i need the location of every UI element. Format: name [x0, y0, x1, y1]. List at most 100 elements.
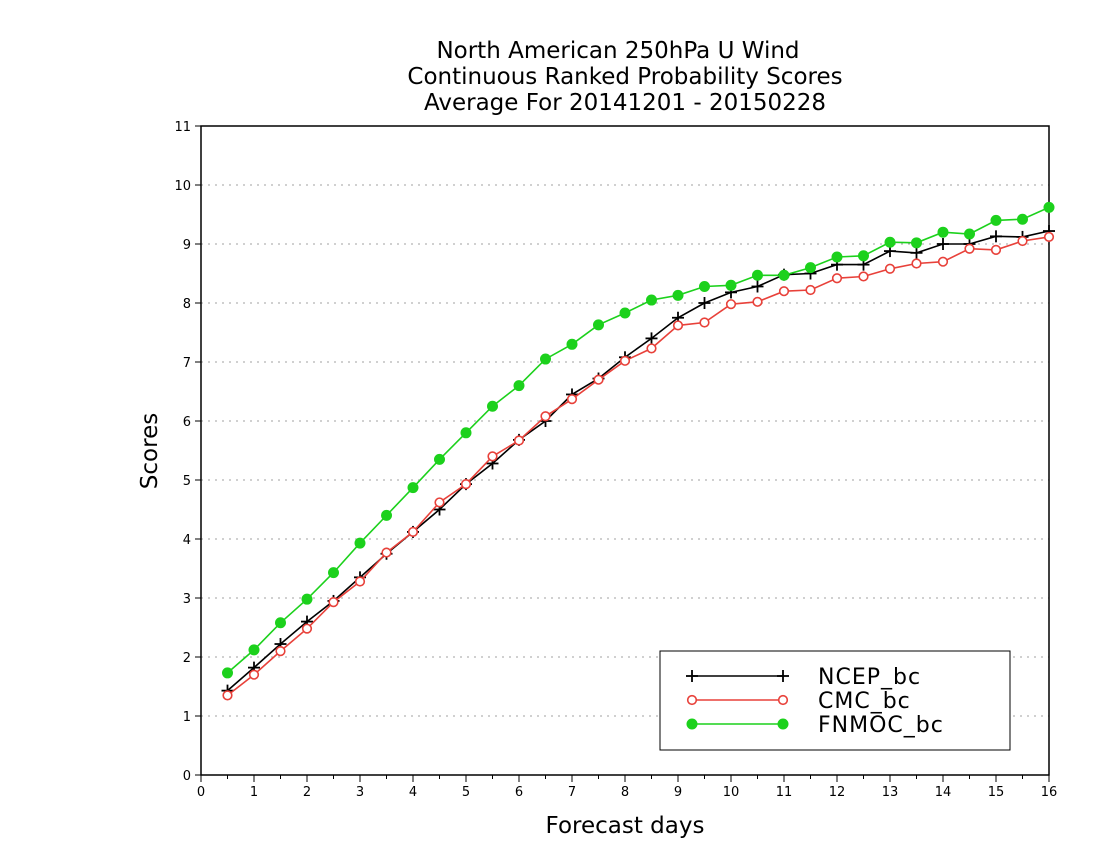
x-tick-labels: 0 1 2 3 4 5 6 7 8 9 10 11 12 13 14 15 16	[197, 785, 1057, 800]
data-point	[487, 400, 498, 412]
x-tick-label: 2	[303, 785, 311, 800]
data-point	[831, 273, 843, 284]
y-tick-label: 9	[183, 238, 191, 253]
data-point	[434, 497, 445, 508]
series-line	[226, 230, 1050, 692]
data-point	[381, 509, 392, 521]
data-point	[699, 317, 710, 328]
data-point	[540, 353, 551, 365]
data-point	[910, 246, 923, 259]
series-cmc-bc	[222, 231, 1055, 701]
data-point	[884, 236, 896, 248]
data-point	[911, 258, 922, 269]
data-point	[434, 453, 445, 465]
data-point	[487, 451, 498, 462]
data-point	[619, 307, 631, 319]
y-tick-label: 6	[183, 415, 191, 430]
data-point	[778, 269, 790, 281]
y-tick-labels: 0 1 2 3 4 5 6 7 8 9 10 11	[174, 120, 191, 784]
data-point	[540, 411, 551, 422]
data-point	[964, 243, 975, 254]
data-point	[777, 718, 789, 730]
data-point	[222, 690, 233, 701]
data-point	[248, 669, 260, 680]
data-point	[566, 394, 578, 405]
data-point	[777, 694, 789, 706]
x-tick-label: 7	[568, 785, 576, 800]
x-tick-label: 4	[409, 785, 417, 800]
grid-lines	[201, 184, 1049, 717]
y-axis-label: Scores	[137, 413, 163, 489]
chart-title-line-2: Continuous Ranked Probability Scores	[407, 64, 842, 90]
chart-title-line-1: North American 250hPa U Wind	[436, 38, 799, 64]
data-point	[805, 284, 816, 296]
legend-label: FNMOC_bc	[818, 713, 944, 738]
data-point	[990, 244, 1002, 255]
data-point	[328, 597, 339, 608]
data-point	[513, 380, 525, 392]
data-point	[990, 230, 1002, 243]
y-tick-label: 4	[183, 533, 191, 548]
data-point	[328, 567, 339, 579]
data-point	[751, 280, 764, 293]
legend-label: NCEP_bc	[818, 665, 921, 690]
x-tick-label: 3	[356, 785, 364, 800]
y-tick-label: 3	[183, 592, 191, 607]
data-point	[645, 332, 658, 345]
data-point	[593, 319, 604, 331]
series-fnmoc-bc	[222, 201, 1055, 679]
x-tick-label: 9	[674, 785, 682, 800]
series-line	[226, 206, 1050, 674]
data-point	[672, 320, 684, 331]
x-tick-label: 16	[1041, 785, 1058, 800]
data-point	[566, 338, 578, 350]
data-point	[698, 297, 711, 309]
data-point	[646, 343, 657, 354]
data-point	[752, 296, 763, 307]
data-point	[937, 256, 949, 267]
data-point	[275, 617, 286, 629]
x-axis-label: Forecast days	[546, 813, 705, 839]
data-point	[301, 623, 313, 634]
data-point	[777, 670, 789, 682]
data-point	[686, 670, 698, 682]
data-point	[672, 289, 684, 301]
data-point	[964, 228, 975, 240]
x-tick-label: 1	[250, 785, 258, 800]
data-point	[354, 537, 366, 549]
data-point	[275, 645, 286, 657]
data-point	[778, 286, 790, 297]
data-point	[884, 263, 896, 274]
data-point	[381, 547, 392, 558]
data-point	[1017, 235, 1028, 247]
data-point	[937, 226, 949, 238]
x-tick-label: 6	[515, 785, 523, 800]
y-tick-label: 1	[183, 710, 191, 725]
data-point	[805, 262, 816, 274]
legend-entry: NCEP_bc	[686, 665, 921, 690]
y-tick-label: 11	[174, 120, 191, 135]
y-tick-label: 5	[183, 474, 191, 489]
data-point	[248, 644, 260, 656]
series-ncep-bc	[221, 225, 1055, 697]
data-point	[686, 718, 698, 730]
y-tick-label: 0	[183, 769, 191, 784]
data-point	[460, 427, 472, 439]
x-tick-label: 8	[621, 785, 629, 800]
data-point	[1017, 213, 1028, 225]
data-point	[619, 355, 631, 366]
data-point	[1043, 231, 1055, 243]
x-tick-label: 10	[723, 785, 740, 800]
data-point	[222, 667, 233, 679]
data-point	[407, 526, 419, 538]
data-point	[752, 269, 763, 281]
y-tick-label: 2	[183, 651, 191, 666]
x-tick-label: 0	[197, 785, 205, 800]
y-tick-label: 8	[183, 297, 191, 312]
legend-entry: FNMOC_bc	[686, 713, 944, 738]
data-point	[911, 237, 922, 249]
data-point	[354, 576, 366, 587]
x-tick-label: 14	[935, 785, 952, 800]
